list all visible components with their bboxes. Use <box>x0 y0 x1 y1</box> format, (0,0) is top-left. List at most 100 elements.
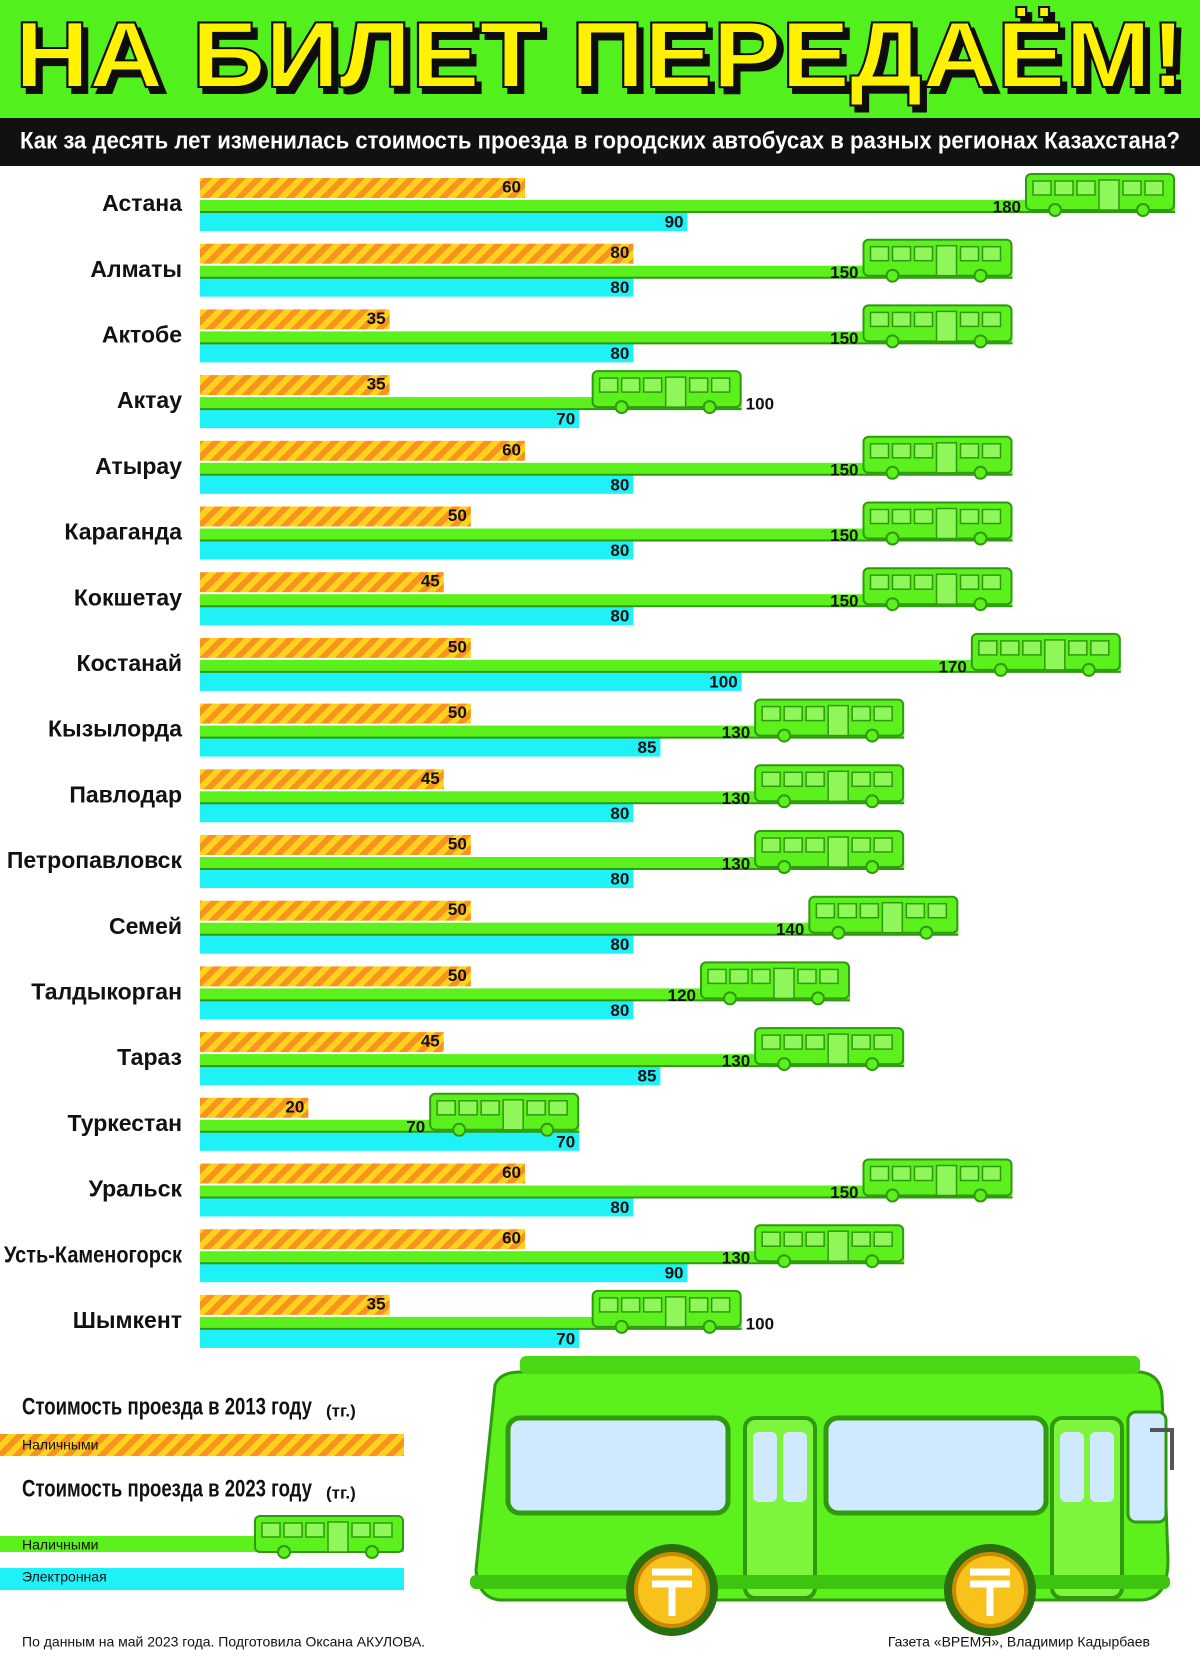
bus-window <box>891 311 912 328</box>
bus-window <box>261 1522 281 1538</box>
bar-2013-cash <box>200 1229 525 1250</box>
value-label: 85 <box>637 1067 656 1086</box>
bus-wheel <box>973 597 988 612</box>
bus-wheel <box>885 334 900 349</box>
bus-icon <box>754 764 905 809</box>
bus-door <box>827 1033 849 1065</box>
bus-window <box>783 837 803 853</box>
value-label: 170 <box>938 657 966 676</box>
bus-window <box>783 1231 803 1247</box>
bar-2023-cash <box>200 331 1013 344</box>
bus-window <box>959 508 980 525</box>
bus-illustration <box>470 1356 1174 1636</box>
bus-window <box>891 574 912 590</box>
legend-unit: (тг.) <box>326 1483 356 1502</box>
legend-heading: Стоимость проезда в 2023 году <box>22 1475 312 1502</box>
bus-window <box>805 771 825 788</box>
category-label: Актобе <box>102 321 182 347</box>
value-label: 50 <box>448 966 467 985</box>
bus-wheel <box>723 991 737 1006</box>
bus-wheel <box>702 400 717 415</box>
value-label: 80 <box>610 344 629 363</box>
value-label: 80 <box>610 607 629 626</box>
bus-window <box>620 1297 641 1313</box>
bus-icon <box>429 1092 580 1137</box>
bus-window <box>981 311 1002 328</box>
category-label: Астана <box>102 190 182 216</box>
legend-swatch <box>0 1568 404 1590</box>
bus-wheel <box>919 925 934 940</box>
value-label: 80 <box>610 475 629 494</box>
bus-window <box>873 1231 893 1247</box>
category-label: Тараз <box>117 1044 182 1070</box>
bus-window <box>891 245 912 262</box>
value-label: 45 <box>421 572 440 591</box>
value-label: 90 <box>665 212 684 231</box>
bus-window <box>1122 180 1142 196</box>
bus-window <box>1068 640 1088 656</box>
value-label: 100 <box>746 1314 774 1333</box>
value-label: 100 <box>746 395 774 414</box>
bus-window <box>869 245 890 262</box>
category-label: Петропавловск <box>7 847 183 873</box>
category-label: Талдыкорган <box>31 978 182 1004</box>
bar-2013-cash <box>200 309 390 330</box>
chart-title: НА БИЛЕТ ПЕРЕДАЁМ! <box>15 2 1185 107</box>
bus-wheel <box>973 1188 988 1203</box>
bus-door <box>327 1521 349 1553</box>
legend-swatch <box>0 1434 404 1456</box>
bar-2023-electronic <box>200 342 634 363</box>
bar-2023-cash <box>200 1054 905 1067</box>
bar-2023-cash <box>200 922 959 935</box>
bus-icon <box>808 895 959 940</box>
bus-window <box>761 1034 781 1050</box>
bus-window <box>891 443 912 459</box>
bus-wheel <box>777 794 792 809</box>
value-label: 70 <box>556 1132 575 1151</box>
bus-window <box>981 1165 1002 1182</box>
bar-2023-electronic <box>200 605 634 626</box>
bar-2013-cash <box>200 900 471 921</box>
bus-window <box>436 1100 456 1116</box>
value-label: 50 <box>448 506 467 525</box>
bus-window <box>642 1297 663 1313</box>
bus-wheel <box>885 597 900 612</box>
bar-2013-cash <box>200 440 525 461</box>
bus-wheel <box>885 268 900 283</box>
value-label: 50 <box>448 900 467 919</box>
bus-wheel <box>777 1057 792 1072</box>
bus-wheel <box>865 794 880 809</box>
bus-icon <box>591 370 742 415</box>
bus-window <box>851 705 871 722</box>
bus-window <box>913 574 934 590</box>
bus-window <box>305 1522 325 1538</box>
value-label: 130 <box>722 789 750 808</box>
value-label: 60 <box>502 177 521 196</box>
value-label: 150 <box>830 592 858 611</box>
bus-window <box>959 574 980 590</box>
bus-window <box>688 377 709 393</box>
bus-window <box>891 508 912 525</box>
bar-2023-electronic <box>200 670 742 691</box>
bar-2023-electronic <box>200 408 580 429</box>
bus-window <box>642 377 663 393</box>
bus-wheel <box>702 1319 717 1334</box>
bus-wheel <box>831 925 846 940</box>
value-label: 130 <box>722 1052 750 1071</box>
value-label: 150 <box>830 460 858 479</box>
bus-wheel <box>614 400 629 415</box>
value-label: 45 <box>421 1032 440 1051</box>
bus-window <box>905 902 926 919</box>
bar-2013-cash <box>200 1163 525 1184</box>
bus-icon <box>754 1027 905 1072</box>
category-label: Туркестан <box>68 1110 182 1136</box>
bus-window <box>548 1100 568 1116</box>
value-label: 80 <box>610 278 629 297</box>
bus-window <box>927 902 948 919</box>
category-label: Усть-Каменогорск <box>4 1241 182 1267</box>
bus-window <box>959 1165 980 1182</box>
bus-window <box>869 443 890 459</box>
bar-2023-cash <box>200 988 850 1001</box>
bus-window <box>873 1034 893 1050</box>
bus-wheel <box>1136 203 1150 217</box>
